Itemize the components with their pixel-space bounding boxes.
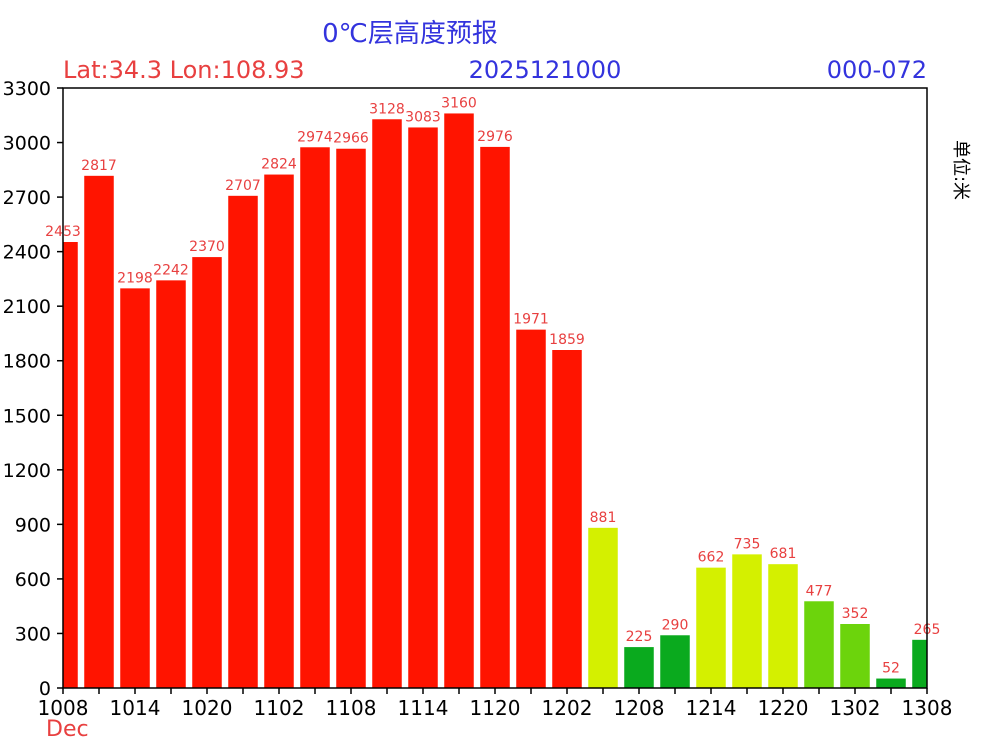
bar [876,678,906,688]
y-tick-label: 1800 [3,351,51,373]
unit-label: 单位:米 [950,140,971,200]
x-tick-label: 1014 [110,696,161,720]
bar-value-label: 662 [698,550,725,566]
bar [552,350,582,688]
bar [516,329,546,688]
bar-value-label: 2966 [333,131,369,147]
bar [408,127,438,688]
bar [336,148,366,689]
y-tick-label: 2400 [3,242,51,264]
bar [768,564,798,688]
bar-value-label: 735 [734,536,761,552]
y-tick-label: 3000 [3,133,51,155]
bar-value-label: 1859 [549,332,585,348]
y-tick-label: 3300 [3,78,51,100]
x-tick-label: 1020 [182,696,233,720]
bar [732,554,762,688]
bar [624,647,654,688]
bar-value-label: 2707 [225,178,261,194]
bar [912,639,927,688]
bar-value-label: 2198 [117,270,153,286]
bar-value-label: 3128 [369,101,405,117]
bar [372,119,402,688]
y-tick-label: 2700 [3,187,51,209]
month-label: Dec [46,717,89,742]
bar-value-label: 2824 [261,157,297,173]
x-tick-label: 1114 [398,696,449,720]
bar [120,288,150,688]
forecast-range-label: 000-072 [827,56,927,84]
bars-group [63,113,927,689]
location-label: Lat:34.3 Lon:108.93 [63,56,305,84]
y-tick-label: 2100 [3,296,51,318]
y-tick-label: 1500 [3,405,51,427]
x-tick-label: 1202 [542,696,593,720]
bar-value-label: 881 [590,510,617,526]
bar [228,195,258,688]
y-tick-label: 900 [15,514,51,536]
bar [480,146,510,688]
bar [264,174,294,689]
y-tick-label: 600 [15,569,51,591]
bar [696,567,726,688]
bar-value-label: 477 [806,583,833,599]
bar [840,624,870,688]
x-tick-label: 1208 [614,696,665,720]
bar-value-label: 3083 [405,109,441,125]
chart-title: 0℃层高度预报 [322,19,498,49]
y-tick-label: 1200 [3,460,51,482]
bar [300,147,330,688]
bar-value-label: 1971 [513,312,549,328]
bar-value-label: 225 [626,629,653,645]
x-tick-label: 1108 [326,696,377,720]
axes-group: 0 300 600 900 1200 1500 1800 2100 2400 2700 3000 33… [3,78,953,720]
bar [63,242,78,688]
bar-value-label: 2242 [153,262,189,278]
x-tick-label: 1008 [38,696,89,720]
init-time-label: 2025121000 [469,56,622,84]
bar [804,601,834,688]
bar-value-label: 52 [882,661,900,677]
x-tick-label: 1220 [758,696,809,720]
y-tick-label: 0 [39,678,51,700]
bar-value-label: 2974 [297,129,333,145]
bar [192,257,222,688]
bar-value-label: 2370 [189,239,225,255]
bar [444,113,474,688]
x-tick-label: 1308 [902,696,953,720]
bar-value-label: 681 [770,546,797,562]
bar-value-label: 3160 [441,95,477,111]
y-tick-label: 300 [15,623,51,645]
bar-value-label: 2817 [81,158,117,174]
x-tick-label: 1102 [254,696,305,720]
bar [84,175,114,688]
x-tick-label: 1120 [470,696,521,720]
bar [156,280,186,688]
bar-value-label: 2976 [477,129,513,145]
x-tick-label: 1302 [830,696,881,720]
bar [660,635,690,688]
bar-value-label: 290 [662,617,689,633]
bar-value-label: 352 [842,606,869,622]
x-tick-label: 1214 [686,696,737,720]
bar [588,527,618,688]
